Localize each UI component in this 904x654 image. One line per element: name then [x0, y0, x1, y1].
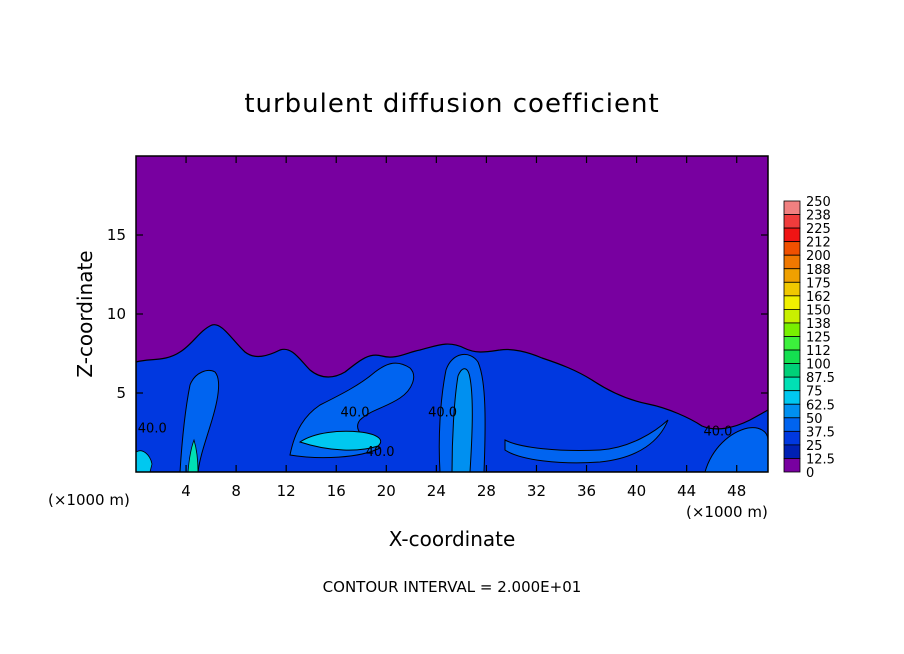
x-axis-label: X-coordinate — [389, 527, 516, 551]
colorbar-label: 112 — [806, 344, 831, 359]
colorbar-swatch — [783, 322, 801, 337]
x-tick-label: 32 — [527, 482, 546, 500]
colorbar-swatch — [783, 268, 801, 283]
turbulence-region-column-left — [179, 370, 220, 472]
turbulence-region-core — [298, 430, 382, 451]
colorbar-label: 25 — [806, 439, 823, 454]
y-tick-label: 5 — [116, 384, 126, 402]
x-tick-label: 36 — [577, 482, 596, 500]
x-tick-label: 40 — [627, 482, 646, 500]
contour-label: 40.0 — [341, 406, 370, 421]
x-tick-label: 48 — [727, 482, 746, 500]
y-tick-label: 15 — [107, 226, 126, 244]
colorbar-label: 175 — [806, 276, 831, 291]
colorbar-label: 238 — [806, 209, 831, 224]
colorbar-swatch — [783, 308, 801, 324]
colorbar-swatch — [783, 417, 801, 432]
x-tick-label: 24 — [427, 482, 446, 500]
plot-area: 40.0 40.0 40.0 40.0 40.0 — [135, 155, 769, 473]
colorbar-label: 62.5 — [806, 398, 835, 413]
contour-label: 40.0 — [366, 445, 395, 460]
colorbar-swatch — [783, 363, 801, 378]
x-unit-left: (×1000 m) — [48, 491, 130, 509]
colorbar-swatch — [783, 254, 801, 270]
colorbar-label: 225 — [806, 222, 831, 237]
y-axis-label: Z-coordinate — [73, 250, 97, 377]
colorbar-label: 75 — [806, 385, 823, 400]
turbulence-region-column-center-core — [451, 368, 473, 472]
colorbar-label: 37.5 — [806, 425, 835, 440]
turbulence-region-hotspot — [187, 438, 199, 472]
colorbar-label: 188 — [806, 263, 831, 278]
x-tick-label: 4 — [181, 482, 191, 500]
y-axis: 5 10 15 — [107, 226, 768, 402]
colorbar: 2502382252122001881751621501381251121008… — [783, 195, 835, 481]
colorbar-label: 50 — [806, 412, 823, 427]
colorbar-label: 12.5 — [806, 452, 835, 467]
x-tick-label: 8 — [231, 482, 241, 500]
colorbar-swatch — [783, 444, 801, 459]
colorbar-label: 212 — [806, 236, 831, 251]
x-axis: 4 8 12 16 20 24 28 32 36 40 44 48 — [181, 156, 746, 500]
contour-labels: 40.0 40.0 40.0 40.0 40.0 — [138, 406, 733, 461]
colorbar-label: 200 — [806, 249, 831, 264]
colorbar-swatch — [783, 336, 801, 351]
colorbar-swatch — [783, 376, 801, 392]
colorbar-swatch — [783, 349, 801, 364]
colorbar-label: 138 — [806, 317, 831, 332]
x-unit-right: (×1000 m) — [686, 503, 768, 521]
colorbar-label: 100 — [806, 358, 831, 373]
colorbar-swatch — [783, 241, 801, 256]
colorbar-swatch — [783, 403, 801, 419]
colorbar-swatch — [783, 295, 801, 310]
x-tick-label: 16 — [327, 482, 346, 500]
colorbar-label: 162 — [806, 290, 831, 305]
turbulence-region-shear-band — [504, 419, 669, 464]
x-tick-label: 44 — [677, 482, 696, 500]
colorbar-swatch — [783, 458, 801, 473]
x-tick-label: 28 — [477, 482, 496, 500]
x-tick-label: 20 — [377, 482, 396, 500]
contour-label: 40.0 — [428, 406, 457, 421]
colorbar-swatch — [783, 227, 801, 243]
colorbar-swatch — [783, 430, 801, 446]
colorbar-swatch — [783, 214, 801, 229]
colorbar-label: 125 — [806, 331, 831, 346]
colorbar-label: 250 — [806, 195, 831, 210]
chart-title: turbulent diffusion coefficient — [244, 89, 659, 119]
contour-label: 40.0 — [703, 425, 732, 440]
x-tick-label: 12 — [277, 482, 296, 500]
contour-label: 40.0 — [138, 422, 167, 437]
colorbar-swatch — [783, 200, 801, 215]
colorbar-swatch — [783, 390, 801, 405]
contour-interval-note: CONTOUR INTERVAL = 2.000E+01 — [323, 578, 582, 596]
colorbar-label: 0 — [806, 466, 814, 481]
colorbar-label: 87.5 — [806, 371, 835, 386]
colorbar-label: 150 — [806, 303, 831, 318]
colorbar-swatch — [783, 281, 801, 297]
y-tick-label: 10 — [107, 305, 126, 323]
